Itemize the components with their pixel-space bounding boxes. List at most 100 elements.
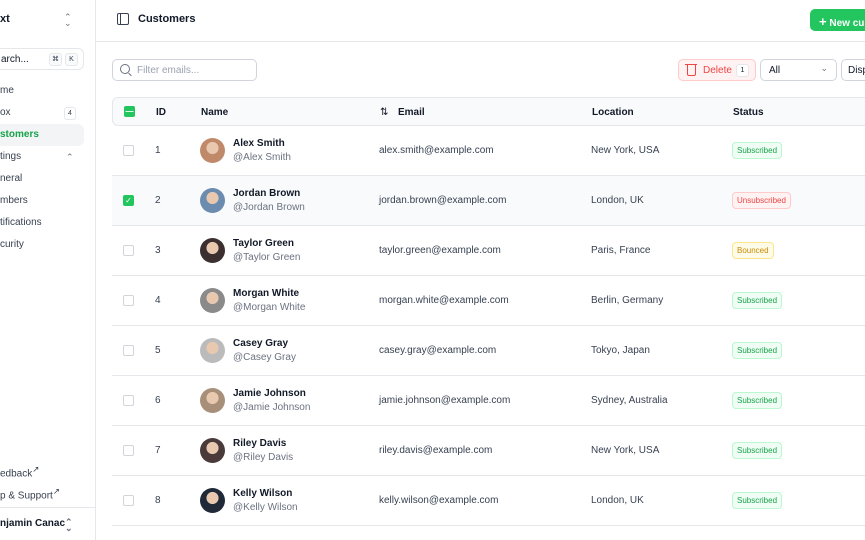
table-row[interactable]: ✓ 2 Jordan Brown @Jordan Brown jordan.br… (112, 176, 865, 226)
header-status: Status (733, 107, 764, 118)
customer-id: 1 (155, 145, 161, 156)
customer-id: 5 (155, 345, 161, 356)
avatar (200, 138, 225, 163)
sidebar-item[interactable]: tings ⌃ (0, 146, 84, 168)
row-checkbox[interactable] (123, 445, 134, 456)
sidebar-toggle-icon[interactable] (117, 13, 129, 25)
page-header: Customers + New cu (96, 0, 865, 42)
sidebar-item-label: stomers (0, 129, 39, 140)
row-checkbox[interactable] (123, 245, 134, 256)
customer-id: 8 (155, 495, 161, 506)
customer-handle: @Kelly Wilson (233, 502, 298, 513)
display-button[interactable]: Disp (841, 59, 865, 81)
new-customer-button[interactable]: + New cu (810, 9, 865, 31)
customer-name: Kelly Wilson (233, 488, 293, 499)
help-support-link[interactable]: p & Support↗ (0, 486, 60, 502)
table-row[interactable]: 4 Morgan White @Morgan White morgan.whit… (112, 276, 865, 326)
customer-location: New York, USA (591, 145, 660, 156)
delete-count: 1 (736, 64, 749, 77)
customer-handle: @Riley Davis (233, 452, 294, 463)
sidebar-item[interactable]: ox 4 (0, 102, 84, 124)
customer-handle: @Jamie Johnson (233, 402, 311, 413)
customer-email: casey.gray@example.com (379, 345, 497, 356)
avatar (200, 438, 225, 463)
table-row[interactable]: 8 Kelly Wilson @Kelly Wilson kelly.wilso… (112, 476, 865, 526)
feedback-link[interactable]: edback↗ (0, 464, 40, 480)
customer-location: London, UK (591, 495, 644, 506)
customer-email: jamie.johnson@example.com (379, 395, 511, 406)
sidebar-item[interactable]: curity (0, 234, 84, 256)
table-row[interactable]: 5 Casey Gray @Casey Gray casey.gray@exam… (112, 326, 865, 376)
avatar (200, 338, 225, 363)
status-badge: Subscribed (732, 442, 783, 459)
chevron-up-down-icon[interactable]: ⌃ ⌄ (64, 12, 72, 28)
sidebar-item[interactable]: mbers (0, 190, 84, 212)
customer-email: riley.davis@example.com (379, 445, 493, 456)
table-header: — ID Name ⇅ Email Location Status (112, 97, 865, 126)
table-row[interactable]: 1 Alex Smith @Alex Smith alex.smith@exam… (112, 126, 865, 176)
row-checkbox[interactable] (123, 395, 134, 406)
plus-icon: + (819, 14, 827, 29)
status-badge: Bounced (732, 242, 774, 259)
row-checkbox[interactable] (123, 145, 134, 156)
row-checkbox[interactable] (123, 345, 134, 356)
header-location: Location (592, 107, 634, 118)
sidebar-item[interactable]: tifications (0, 212, 84, 234)
customer-id: 7 (155, 445, 161, 456)
customer-name: Jamie Johnson (233, 388, 306, 399)
sidebar-item-label: ox (0, 107, 11, 118)
row-checkbox[interactable] (123, 495, 134, 506)
customer-location: London, UK (591, 195, 644, 206)
customer-name: Riley Davis (233, 438, 287, 449)
delete-button[interactable]: Delete 1 (678, 59, 756, 81)
sidebar: xt ⌃ ⌄ arch... ⌘ K me ox 4 stomers tings ⌃ nera… (0, 0, 96, 540)
header-id: ID (156, 107, 166, 118)
email-filter-input[interactable]: Filter emails... (112, 59, 257, 81)
customer-name: Taylor Green (233, 238, 294, 249)
status-badge: Subscribed (732, 292, 783, 309)
sidebar-item-label: neral (0, 173, 23, 184)
chevron-up-icon[interactable]: ⌃ (66, 152, 74, 162)
user-menu[interactable]: njamin Canac ⌃ ⌄ (0, 507, 96, 540)
customer-handle: @Jordan Brown (233, 202, 305, 213)
customer-email: morgan.white@example.com (379, 295, 509, 306)
team-switcher[interactable]: xt (0, 13, 10, 25)
customer-name: Jordan Brown (233, 188, 301, 199)
sidebar-item-label: tifications (0, 217, 42, 228)
sidebar-item[interactable]: me (0, 80, 84, 102)
sidebar-search[interactable]: arch... ⌘ K (0, 48, 84, 70)
table-row[interactable]: 7 Riley Davis @Riley Davis riley.davis@e… (112, 426, 865, 476)
customer-id: 4 (155, 295, 161, 306)
table-row[interactable]: 6 Jamie Johnson @Jamie Johnson jamie.joh… (112, 376, 865, 426)
row-checkbox[interactable] (123, 295, 134, 306)
sidebar-item-label: me (0, 85, 14, 96)
customer-location: Sydney, Australia (591, 395, 668, 406)
select-all-checkbox[interactable]: — (124, 106, 135, 117)
customer-email: kelly.wilson@example.com (379, 495, 499, 506)
customer-handle: @Alex Smith (233, 152, 291, 163)
customer-name: Alex Smith (233, 138, 285, 149)
sidebar-item-label: mbers (0, 195, 28, 206)
status-select[interactable]: All ⌄ (760, 59, 837, 81)
sidebar-item-label: tings (0, 151, 22, 162)
sort-icon[interactable]: ⇅ (380, 107, 389, 118)
status-badge: Subscribed (732, 392, 783, 409)
trash-icon (685, 64, 697, 76)
customer-email: taylor.green@example.com (379, 245, 501, 256)
header-email[interactable]: Email (398, 107, 425, 118)
header-name: Name (201, 107, 229, 118)
search-label: arch... (1, 54, 29, 65)
command-key: ⌘ (49, 53, 62, 66)
customer-id: 2 (155, 195, 161, 206)
row-checkbox[interactable]: ✓ (123, 195, 134, 206)
customer-location: New York, USA (591, 445, 660, 456)
user-name: njamin Canac (0, 518, 66, 529)
sidebar-item[interactable]: neral (0, 168, 84, 190)
sidebar-item[interactable]: stomers (0, 124, 84, 146)
table-row[interactable]: 3 Taylor Green @Taylor Green taylor.gree… (112, 226, 865, 276)
page-title: Customers (138, 13, 196, 25)
customer-location: Paris, France (591, 245, 651, 256)
status-badge: Subscribed (732, 492, 783, 509)
avatar (200, 238, 225, 263)
customer-location: Tokyo, Japan (591, 345, 650, 356)
